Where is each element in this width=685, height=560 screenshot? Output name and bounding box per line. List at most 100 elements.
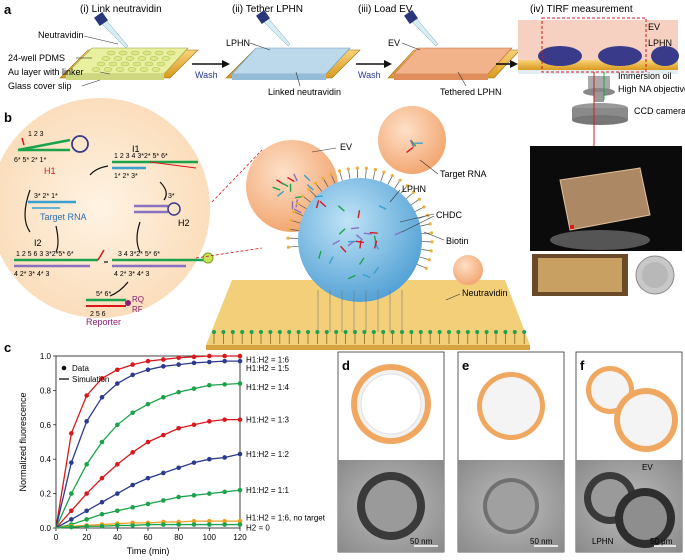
h2-nums: 3* xyxy=(168,193,175,200)
biotin-dot xyxy=(337,169,342,173)
label-objective: High NA objective xyxy=(618,84,685,94)
strand xyxy=(347,240,355,247)
data-point xyxy=(222,489,227,495)
well xyxy=(125,56,135,61)
series-label: H1:H2 = 1:6, no target xyxy=(246,514,326,523)
right-nums-bot: 4 2* 3* 4* 3 xyxy=(114,271,150,278)
series-line xyxy=(55,418,240,529)
data-point xyxy=(222,358,227,364)
data-point xyxy=(115,381,120,386)
strand xyxy=(338,228,346,235)
data-point xyxy=(222,518,227,524)
x-tick-label: 100 xyxy=(203,533,217,542)
neutravidin-dot xyxy=(418,330,423,334)
cycle-arrows xyxy=(24,165,167,297)
well xyxy=(130,50,140,56)
biotin-dot xyxy=(405,184,409,188)
tether xyxy=(406,191,414,199)
data-point xyxy=(145,439,151,445)
data-point xyxy=(99,475,105,481)
data-point xyxy=(145,501,151,507)
x-axis-label: Time (min) xyxy=(127,546,170,556)
data-point xyxy=(99,439,105,445)
tether xyxy=(420,223,431,227)
label-linked-neutravidin: Linked neutravidin xyxy=(268,87,341,97)
strand xyxy=(357,210,361,219)
data-point xyxy=(161,432,166,438)
strand xyxy=(319,200,327,208)
x-tick-label: 120 xyxy=(233,533,247,542)
biotin-dot xyxy=(430,231,434,235)
lphn-sphere xyxy=(298,178,422,302)
strand xyxy=(306,184,314,191)
data-point xyxy=(176,465,181,471)
data-point xyxy=(130,362,135,367)
wash-arrow-2: Wash xyxy=(356,60,392,80)
series-label: H1:H2 = 1:5 xyxy=(246,364,289,373)
well xyxy=(108,61,118,67)
data-point xyxy=(84,517,89,522)
arrow-3 xyxy=(496,60,518,68)
well xyxy=(154,50,164,56)
data-point xyxy=(191,493,197,498)
biotin-dot xyxy=(427,258,431,262)
strand xyxy=(363,232,372,235)
data-point xyxy=(191,386,197,391)
panel-label-d: d xyxy=(342,358,350,373)
neutravidin-dot xyxy=(475,330,480,334)
label-tirf-ev: EV xyxy=(648,22,660,32)
neutravidin-dot xyxy=(259,330,263,334)
well xyxy=(161,56,171,61)
data-point xyxy=(99,499,105,505)
data-point xyxy=(237,522,243,527)
legend-dot xyxy=(61,365,67,371)
tether xyxy=(380,172,385,182)
y-tick-label: 0.2 xyxy=(40,490,52,499)
i1-complex xyxy=(112,160,198,170)
well xyxy=(103,67,113,72)
tether xyxy=(421,249,432,252)
biotin-dot xyxy=(296,202,300,206)
well xyxy=(149,56,159,61)
i1-nums: 1 2 3 4 3*2* 5* 6* xyxy=(114,153,168,160)
well xyxy=(151,67,161,72)
data-point xyxy=(191,518,197,524)
data-point xyxy=(176,355,181,361)
plate-1 xyxy=(59,47,199,80)
data-point xyxy=(99,523,105,529)
data-point xyxy=(237,358,243,364)
tether xyxy=(365,168,367,179)
data-point xyxy=(207,382,212,388)
tether xyxy=(416,263,427,269)
wash-label-2: Wash xyxy=(358,70,381,80)
biotin-dot xyxy=(390,174,394,178)
kinetics-chart: 0 20 40 60 80 100 120 0.0 0.2 0.4 0.6 0.8 1.0 Time (m… xyxy=(18,352,326,556)
label-h1: H1 xyxy=(44,166,56,176)
label-rf: RF xyxy=(132,305,143,314)
label-tirf-lphn: LPHN xyxy=(648,38,672,48)
series-label: H2 = 0 xyxy=(246,524,270,533)
step1-title: (i) Link neutravidin xyxy=(80,4,162,15)
biotin-dot xyxy=(430,240,434,244)
data-point xyxy=(161,498,166,503)
well xyxy=(139,67,149,72)
tether xyxy=(293,211,304,217)
i2-complex xyxy=(14,249,105,268)
data-point xyxy=(69,517,74,522)
tirf-setup xyxy=(518,17,679,226)
x-tick-label: 20 xyxy=(82,533,91,542)
step4-title: (iv) TIRF measurement xyxy=(530,4,633,15)
ev-sphere-small xyxy=(453,255,483,285)
pipette-icon-2 xyxy=(256,10,291,47)
y-tick-label: 0.6 xyxy=(40,421,52,430)
strand xyxy=(277,190,285,197)
strand xyxy=(369,231,378,234)
panel-label-f: f xyxy=(580,358,585,373)
biotin-dot xyxy=(412,190,416,194)
neutravidin-dot xyxy=(503,330,508,334)
neutravidin-dot xyxy=(456,330,461,334)
strand xyxy=(373,266,380,275)
data-point xyxy=(191,460,197,465)
neutravidin-dot xyxy=(484,330,489,334)
tether xyxy=(339,170,343,181)
